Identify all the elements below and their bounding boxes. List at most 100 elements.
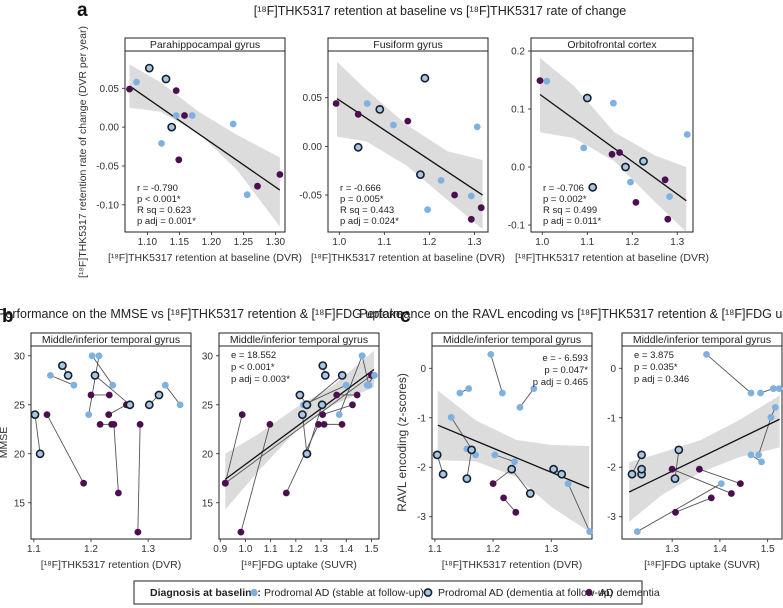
data-point-conv (302, 400, 312, 410)
x-tick-label: 1.2 (84, 544, 98, 555)
x-tick-label: 1.25 (234, 237, 254, 248)
data-point-conv (375, 105, 385, 114)
data-point-conv (525, 489, 535, 498)
y-tick-label: 0.1 (511, 105, 525, 116)
pair-connector (224, 414, 243, 484)
stat-annotation: p = 0.047* (544, 365, 588, 376)
data-point-stable (511, 458, 518, 466)
data-point-stable (586, 528, 594, 535)
data-point-stable (717, 480, 725, 487)
x-tick-label: 1.3 (670, 237, 684, 248)
data-point-conv (637, 464, 646, 474)
x-tick-label: 1.3 (314, 544, 328, 555)
data-point-stable (85, 411, 93, 418)
data-point-stable (335, 411, 343, 418)
confidence-band (337, 61, 483, 230)
data-point-conv (35, 449, 45, 459)
data-point-ad (536, 77, 544, 84)
data-point-conv (318, 361, 328, 370)
subplot-mmse-thk5317: Middle/inferior temporal gyrus 1.1 1.2 1.3 1… (0, 332, 192, 571)
data-point-ad (115, 489, 122, 497)
legend-marker-conv (423, 588, 433, 597)
y-tick-label: -0.05 (299, 191, 322, 202)
data-point-stable (437, 177, 445, 184)
x-tick-label: 1.1 (428, 544, 442, 555)
data-point-stable (775, 385, 783, 392)
data-point-conv (161, 74, 171, 84)
data-point-stable (491, 451, 499, 459)
data-point-ad (96, 421, 104, 428)
y-axis-label: RAVL encoding (z-scores) (395, 373, 409, 512)
pair-connector (511, 468, 531, 494)
x-tick-label: 1.1 (264, 544, 278, 555)
data-point-conv (144, 63, 154, 73)
x-tick-label: 1.1 (580, 237, 594, 248)
plot-area (30, 345, 192, 540)
data-point-ad (616, 149, 623, 156)
pair-connector (490, 354, 503, 394)
regression-line (129, 85, 281, 191)
y-tick-label: 30 (202, 351, 214, 362)
pair-connector (164, 384, 181, 406)
data-point-stable (487, 351, 495, 358)
data-point-stable (770, 385, 777, 392)
data-point-ad (105, 411, 113, 418)
data-point-conv (144, 400, 154, 410)
legend-title: Diagnosis at baseline: (150, 587, 261, 599)
data-point-stable (158, 140, 165, 147)
data-point-stable (543, 77, 551, 85)
stat-annotation: p < 0.001* (231, 362, 275, 373)
data-point-ad (707, 494, 715, 502)
y-tick-label: 0.00 (303, 142, 323, 153)
pair-connector (494, 454, 515, 463)
data-point-conv (588, 182, 598, 192)
pair-connector (91, 355, 114, 386)
data-point-conv (432, 450, 442, 460)
data-point-stable (229, 120, 237, 128)
data-point-ad (489, 480, 497, 487)
pair-connector (94, 375, 131, 406)
data-point-conv (674, 445, 684, 455)
stat-annotation: p adj = 0.001* (137, 216, 196, 227)
data-point-ad (110, 421, 118, 428)
pair-connector (50, 374, 75, 386)
y-tick-label: 30 (14, 351, 26, 362)
y-tick-label: 0 (420, 364, 426, 375)
data-point-stable (47, 372, 54, 379)
x-tick-label: 1.4 (339, 544, 353, 555)
data-point-conv (58, 361, 67, 370)
data-point-ad (664, 215, 672, 223)
data-point-stable (467, 192, 475, 200)
stat-annotation: e = - 6.593 (542, 353, 588, 364)
pair-connector (637, 483, 722, 532)
data-point-stable (176, 401, 184, 409)
data-point-conv (295, 390, 305, 400)
regression-line (224, 368, 375, 480)
stat-annotation: r = -0.706 (543, 183, 584, 194)
stat-annotation: r = -0.666 (340, 183, 381, 194)
x-tick-label: 1.1 (377, 237, 391, 248)
y-tick-label: -3 (417, 512, 426, 523)
x-tick-label: 1.3 (544, 544, 558, 555)
x-tick-label: 1.2 (625, 237, 639, 248)
strip-title: Middle/inferior temporal gyrus (443, 334, 581, 346)
pair-connector (46, 414, 84, 484)
data-point-ad (319, 411, 326, 418)
x-tick-label: 1.1 (27, 544, 41, 555)
x-axis-label: [¹⁸F]THK5317 retention (DVR) (442, 559, 582, 571)
pair-connector (706, 354, 752, 394)
panel-c-title: Performance on the RAVL encoding vs [¹⁸F… (359, 307, 783, 321)
stat-annotation: p < 0.001* (137, 194, 181, 205)
data-point-ad (404, 117, 412, 125)
x-axis-label: [¹⁸F]FDG uptake (SUVR) (644, 559, 760, 571)
data-point-stable (703, 351, 710, 358)
data-point-ad (632, 199, 640, 206)
pair-connector (113, 424, 119, 493)
data-point-stable (757, 389, 764, 397)
y-tick-label: 0.05 (303, 93, 323, 104)
x-axis-label: [¹⁸F]THK5317 retention at baseline (DVR) (515, 252, 709, 264)
y-tick-label: -3 (607, 512, 616, 523)
pair-connector (137, 424, 141, 533)
x-tick-label: 1.5 (364, 544, 378, 555)
data-point-ad (175, 156, 183, 164)
